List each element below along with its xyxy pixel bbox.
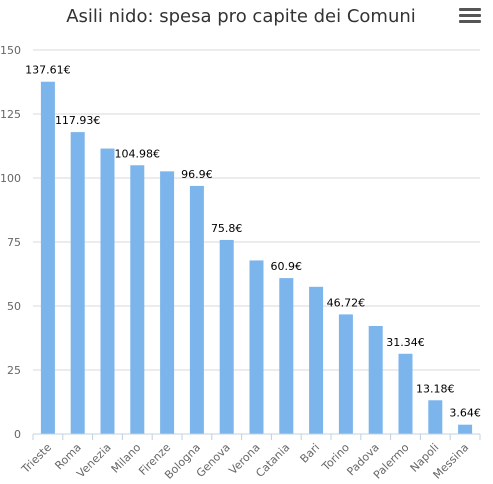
data-label: 137.61€ [25, 64, 71, 77]
bar [70, 132, 85, 435]
data-label: 31.34€ [386, 336, 425, 349]
data-label: 104.98€ [115, 147, 161, 160]
data-label: 46.72€ [327, 296, 366, 309]
bar [130, 165, 145, 434]
bar [458, 424, 473, 434]
y-tick-label: 50 [7, 300, 21, 313]
bar [398, 353, 413, 434]
data-label: 96.9€ [181, 168, 213, 181]
y-tick-label: 75 [7, 236, 21, 249]
data-label: 117.93€ [55, 114, 101, 127]
bar [279, 278, 294, 434]
bar [309, 286, 324, 434]
y-tick-label: 100 [0, 172, 21, 185]
x-tick-label: Trieste [18, 441, 54, 477]
y-tick-label: 0 [14, 428, 21, 441]
bar [189, 185, 204, 434]
bar [368, 325, 383, 434]
bar [100, 148, 115, 434]
bar [338, 314, 353, 434]
bar [40, 81, 55, 435]
data-label: 13.18€ [416, 382, 455, 395]
data-label: 60.9€ [271, 260, 303, 273]
y-tick-label: 150 [0, 44, 21, 57]
data-label: 75.8€ [211, 222, 243, 235]
x-tick-label: Bari [298, 441, 323, 466]
bar [249, 260, 264, 434]
y-tick-label: 125 [0, 108, 21, 121]
bar [160, 171, 175, 434]
bar [219, 239, 234, 434]
hamburger-menu-icon[interactable] [459, 8, 481, 28]
y-tick-label: 25 [7, 364, 21, 377]
bar [428, 400, 443, 434]
chart-title: Asili nido: spesa pro capite dei Comuni [66, 6, 416, 27]
data-label: 3.64€ [449, 407, 481, 420]
